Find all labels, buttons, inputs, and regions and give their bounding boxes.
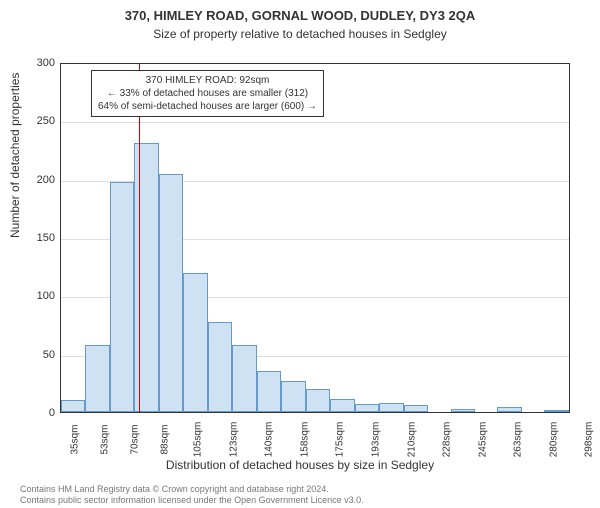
histogram-bar — [183, 273, 207, 412]
x-tick-label: 280sqm — [536, 413, 572, 427]
x-tick-label: 158sqm — [287, 413, 323, 427]
x-tick-label: 175sqm — [322, 413, 358, 427]
histogram-bar — [232, 345, 256, 412]
chart-area: 370 HIMLEY ROAD: 92sqm ← 33% of detached… — [60, 63, 570, 413]
footer-line2: Contains public sector information licen… — [20, 495, 364, 506]
histogram-bar — [61, 400, 85, 412]
x-tick-label: 53sqm — [90, 413, 120, 427]
y-tick-label: 50 — [15, 349, 55, 361]
x-tick-label: 210sqm — [394, 413, 430, 427]
y-tick-label: 250 — [15, 115, 55, 127]
histogram-bar — [497, 407, 521, 412]
histogram-bar — [110, 182, 134, 412]
histogram-bar — [134, 143, 158, 412]
histogram-bar — [281, 381, 305, 412]
annotation-line3: 64% of semi-detached houses are larger (… — [98, 100, 317, 113]
histogram-bar — [355, 404, 379, 412]
x-tick-label: 228sqm — [429, 413, 465, 427]
histogram-bar — [208, 322, 232, 412]
histogram-bar — [379, 403, 403, 412]
x-tick-label: 123sqm — [216, 413, 252, 427]
y-tick-label: 100 — [15, 290, 55, 302]
histogram-bar — [330, 399, 354, 412]
x-tick-label: 105sqm — [180, 413, 216, 427]
histogram-bar — [451, 409, 475, 412]
x-axis-label: Distribution of detached houses by size … — [0, 458, 600, 472]
footer-line1: Contains HM Land Registry data © Crown c… — [20, 484, 364, 495]
x-tick-label: 245sqm — [465, 413, 501, 427]
x-tick-label: 140sqm — [251, 413, 287, 427]
x-tick-label: 263sqm — [500, 413, 536, 427]
y-tick-label: 300 — [15, 57, 55, 69]
annotation-box: 370 HIMLEY ROAD: 92sqm ← 33% of detached… — [91, 70, 324, 117]
chart-title-main: 370, HIMLEY ROAD, GORNAL WOOD, DUDLEY, D… — [0, 8, 600, 23]
x-tick-label: 298sqm — [571, 413, 600, 427]
x-tick-labels: 35sqm53sqm70sqm88sqm105sqm123sqm140sqm15… — [60, 413, 570, 427]
y-tick-label: 200 — [15, 174, 55, 186]
annotation-line1: 370 HIMLEY ROAD: 92sqm — [98, 74, 317, 87]
histogram-bar — [306, 389, 330, 412]
plot-area: 370 HIMLEY ROAD: 92sqm ← 33% of detached… — [60, 63, 570, 413]
histogram-bar — [85, 345, 109, 412]
histogram-bar — [404, 405, 428, 412]
histogram-bar — [544, 410, 568, 412]
footer-attribution: Contains HM Land Registry data © Crown c… — [20, 484, 364, 506]
histogram-bar — [159, 174, 183, 412]
x-tick-label: 88sqm — [150, 413, 180, 427]
y-axis-label: Number of detached properties — [8, 73, 22, 238]
chart-title-sub: Size of property relative to detached ho… — [0, 27, 600, 41]
x-tick-label: 35sqm — [60, 413, 90, 427]
x-tick-label: 193sqm — [358, 413, 394, 427]
y-tick-label: 150 — [15, 232, 55, 244]
x-tick-label: 70sqm — [120, 413, 150, 427]
y-tick-label: 0 — [15, 407, 55, 419]
annotation-line2: ← 33% of detached houses are smaller (31… — [98, 87, 317, 100]
histogram-bar — [257, 371, 281, 412]
